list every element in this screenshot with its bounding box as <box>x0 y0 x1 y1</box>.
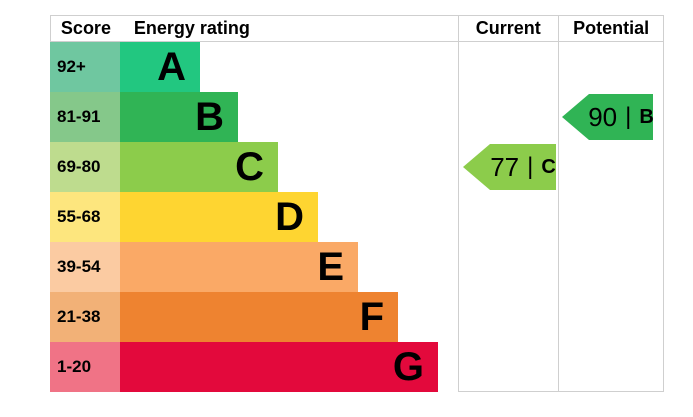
band-score: 1-20 <box>50 342 120 392</box>
potential-rating-arrow: 90 | B <box>562 94 653 140</box>
current-rating-arrow: 77 | C <box>463 144 556 190</box>
band-letter: C <box>235 145 264 189</box>
band-letter: D <box>275 195 304 239</box>
band-row: 1-20 G <box>50 342 664 392</box>
potential-rating-value: 90 <box>588 101 618 132</box>
band-bar: E <box>120 242 358 292</box>
header-energy-rating: Energy rating <box>133 18 250 38</box>
band-bar-area: F <box>120 292 458 342</box>
potential-rating-separator: | <box>625 103 632 130</box>
band-bar-area: D <box>120 192 458 242</box>
header-row: Score Energy rating Current Potential <box>50 15 664 42</box>
band-row: 92+ A <box>50 42 664 92</box>
band-score: 21-38 <box>50 292 120 342</box>
band-bar-area: B <box>120 92 458 142</box>
band-score: 81-91 <box>50 92 120 142</box>
band-bar: D <box>120 192 318 242</box>
band-bar: G <box>120 342 438 392</box>
band-row: 55-68 D <box>50 192 664 242</box>
current-rating-separator: | <box>527 153 534 180</box>
grid-line-bottom <box>458 391 664 392</box>
epc-rating-chart: Score Energy rating Current Potential 92… <box>50 15 664 392</box>
band-score: 39-54 <box>50 242 120 292</box>
band-letter: E <box>317 245 344 289</box>
band-bar-area: C <box>120 142 458 192</box>
band-bar-area: E <box>120 242 458 292</box>
band-letter: B <box>195 95 224 139</box>
band-letter: G <box>392 345 424 389</box>
band-row: 21-38 F <box>50 292 664 342</box>
band-row: 69-80 C <box>50 142 664 192</box>
band-score: 55-68 <box>50 192 120 242</box>
current-rating-value: 77 <box>490 151 520 182</box>
header-potential: Potential <box>573 18 650 38</box>
band-bar: B <box>120 92 238 142</box>
grid-line-potential-left <box>558 15 559 392</box>
band-bar: C <box>120 142 278 192</box>
band-bar: A <box>120 42 200 92</box>
header-current: Current <box>475 18 541 38</box>
header-score: Score <box>60 18 111 38</box>
band-bar-area: A <box>120 42 458 92</box>
band-row: 81-91 B <box>50 92 664 142</box>
band-row: 39-54 E <box>50 242 664 292</box>
grid-line-right-edge <box>663 15 664 392</box>
band-score: 69-80 <box>50 142 120 192</box>
band-letter: A <box>157 45 186 89</box>
current-rating-band: C <box>541 155 556 178</box>
grid-line-current-left <box>458 15 459 392</box>
band-letter: F <box>359 295 384 339</box>
band-bar-area: G <box>120 342 458 392</box>
band-bar: F <box>120 292 398 342</box>
potential-rating-band: B <box>639 105 654 128</box>
band-score: 92+ <box>50 42 120 92</box>
